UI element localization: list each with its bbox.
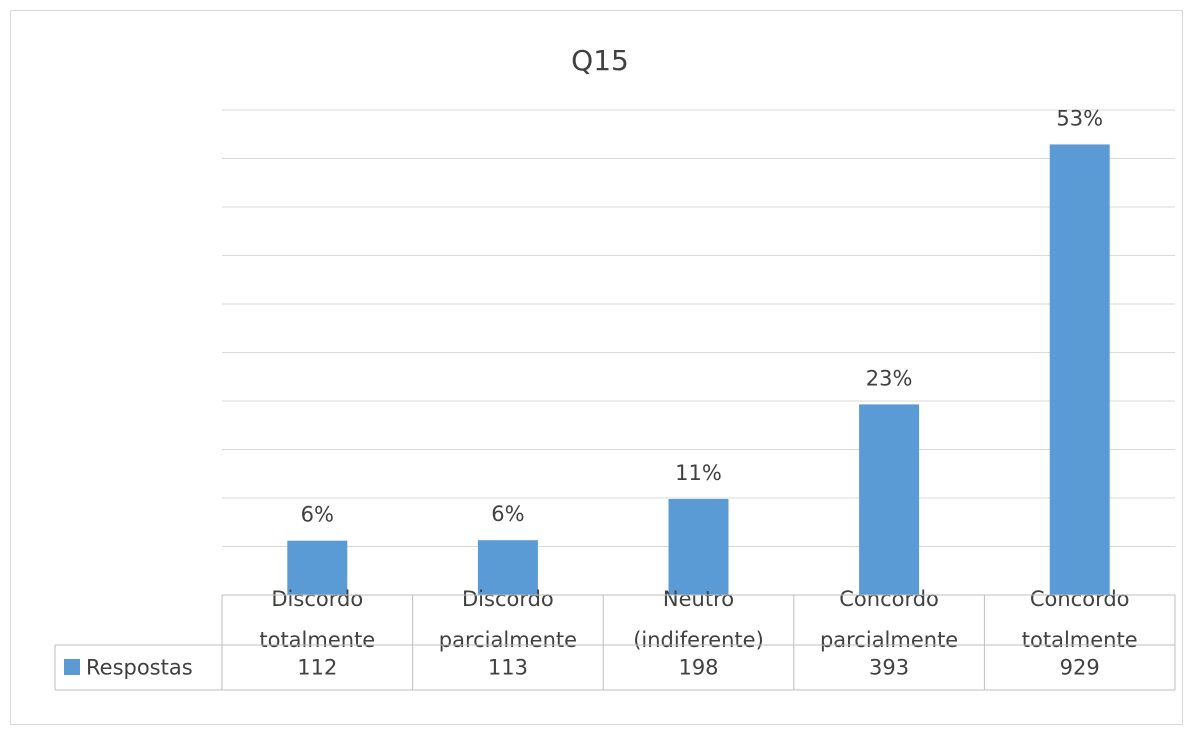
x-tick-label: Concordo <box>839 587 939 611</box>
bar <box>859 404 920 595</box>
x-tick-label: totalmente <box>1022 628 1138 652</box>
table-value: 113 <box>488 656 528 680</box>
x-tick-label: parcialmente <box>439 628 577 652</box>
bar <box>477 540 538 595</box>
data-label: 6% <box>491 502 524 526</box>
x-tick-label: Neutro <box>663 587 734 611</box>
chart-title: Q15 <box>571 44 629 77</box>
data-label: 23% <box>866 366 913 390</box>
legend-label: Respostas <box>86 656 193 680</box>
table-value: 393 <box>869 656 909 680</box>
data-label: 53% <box>1056 106 1103 130</box>
bar <box>1049 144 1110 595</box>
chart-border <box>10 10 1183 725</box>
bar <box>287 540 348 595</box>
bar <box>668 498 729 595</box>
x-tick-label: parcialmente <box>820 628 958 652</box>
data-label: 6% <box>301 503 334 527</box>
table-value: 198 <box>678 656 718 680</box>
x-tick-label: Discordo <box>271 587 363 611</box>
data-label: 11% <box>675 461 722 485</box>
table-value: 112 <box>297 656 337 680</box>
table-value: 929 <box>1060 656 1100 680</box>
x-tick-label: totalmente <box>259 628 375 652</box>
x-tick-label: (indiferente) <box>633 628 764 652</box>
x-tick-label: Concordo <box>1030 587 1130 611</box>
x-tick-label: Discordo <box>462 587 554 611</box>
legend-swatch <box>64 659 80 675</box>
